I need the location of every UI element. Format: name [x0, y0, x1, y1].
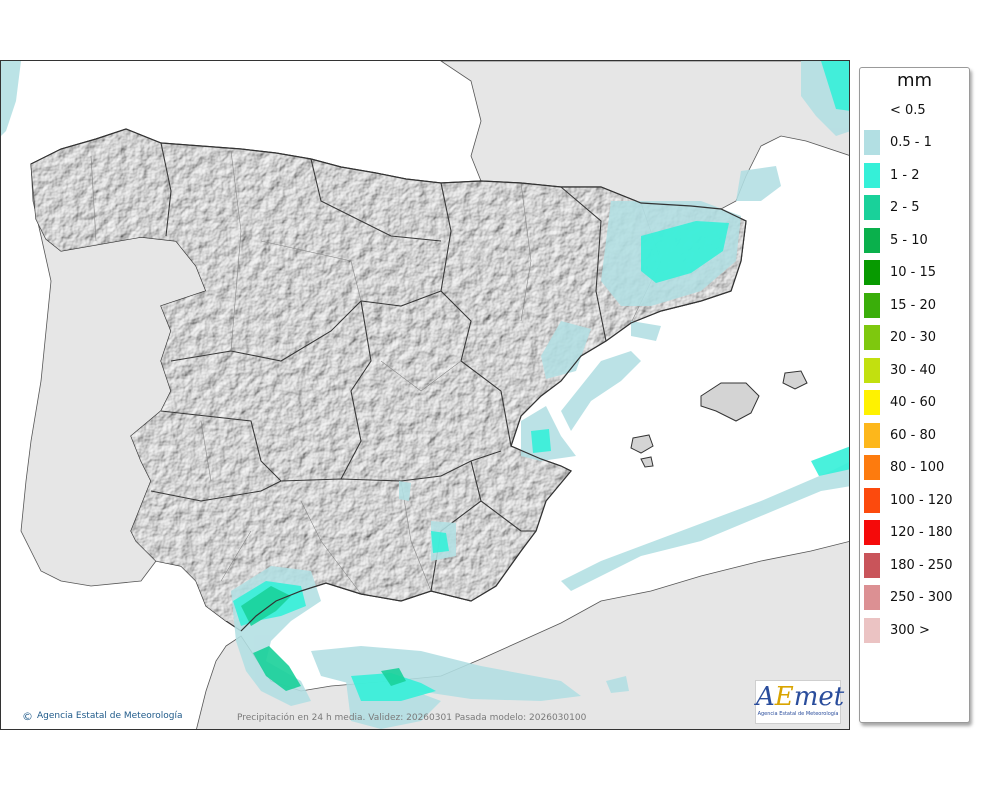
legend-item: 300 >: [864, 617, 930, 643]
legend-label: 0.5 - 1: [890, 135, 932, 150]
legend-label: 5 - 10: [890, 232, 928, 248]
legend-swatch: [864, 585, 880, 610]
legend-swatch: [864, 97, 880, 123]
legend-swatch: [864, 390, 880, 415]
legend-swatch: [864, 195, 880, 220]
legend-item: 1 - 2: [864, 162, 920, 188]
legend-label: < 0.5: [890, 102, 926, 118]
legend-item: 120 - 180: [864, 520, 953, 546]
legend-label: 80 - 100: [890, 460, 945, 475]
agency-credit: © Agencia Estatal de Meteorología: [22, 709, 183, 723]
legend-label: 30 - 40: [890, 362, 937, 378]
legend-item: 100 - 120: [864, 487, 953, 513]
legend-label: 100 - 120: [890, 492, 953, 508]
copyright-icon: ©: [22, 709, 33, 723]
legend-item: 20 - 30: [864, 325, 936, 351]
legend-label: 60 - 80: [890, 427, 937, 443]
legend-swatch: [864, 162, 880, 188]
legend-title: mm: [896, 70, 933, 91]
legend-item: 60 - 80: [864, 422, 936, 448]
legend-label: 180 - 250: [890, 557, 953, 573]
legend-item: 5 - 10: [864, 227, 928, 253]
legend-swatch: [864, 487, 880, 513]
legend-item: 40 - 60: [864, 390, 936, 416]
aemet-logo: AEmet Agencia Estatal de Meteorología: [755, 680, 844, 724]
agency-credit-text: Agencia Estatal de Meteorología: [37, 711, 183, 721]
legend-swatch: [864, 130, 880, 155]
legend-item: 80 - 100: [864, 455, 944, 481]
legend-swatch: [864, 455, 880, 480]
legend-swatch: [864, 227, 880, 253]
legend-swatch: [864, 292, 880, 318]
legend-item: 15 - 20: [864, 292, 936, 318]
validity-caption: Precipitación en 24 h media. Validez: 20…: [237, 713, 587, 723]
legend-item: 0.5 - 1: [864, 130, 932, 156]
legend-label: 20 - 30: [890, 330, 937, 345]
legend-swatch: [864, 422, 880, 448]
legend-label: 2 - 5: [890, 200, 920, 215]
legend-swatch: [864, 260, 880, 285]
legend-swatch: [864, 552, 880, 578]
precipitation-map: [0, 60, 850, 730]
map-canvas: [1, 61, 849, 729]
legend-item: < 0.5: [864, 97, 926, 123]
legend-label: 120 - 180: [890, 525, 953, 540]
legend-item: 180 - 250: [864, 552, 953, 578]
legend-swatch: [864, 325, 880, 350]
legend-label: 250 - 300: [890, 590, 953, 605]
coastline: [30, 128, 747, 632]
balearic-islands: [630, 370, 808, 468]
legend-item: 250 - 300: [864, 585, 953, 611]
legend-label: 40 - 60: [890, 395, 937, 410]
legend-item: 30 - 40: [864, 357, 936, 383]
legend-item: 10 - 15: [864, 260, 936, 286]
legend-label: 1 - 2: [890, 167, 920, 183]
legend-swatch: [864, 520, 880, 545]
legend-label: 15 - 20: [890, 297, 937, 313]
rain-areas-heavy: [241, 586, 406, 691]
legend-label: 300 >: [890, 622, 930, 638]
legend-item: 2 - 5: [864, 195, 920, 221]
legend-swatch: [864, 357, 880, 383]
region-borders: [150, 142, 607, 592]
legend-swatch: [864, 617, 880, 643]
legend-label: 10 - 15: [890, 265, 937, 280]
precipitation-legend: mm < 0.5 0.5 - 1 1 - 2 2 - 5 5 - 10 10 - 15 15…: [859, 67, 970, 723]
